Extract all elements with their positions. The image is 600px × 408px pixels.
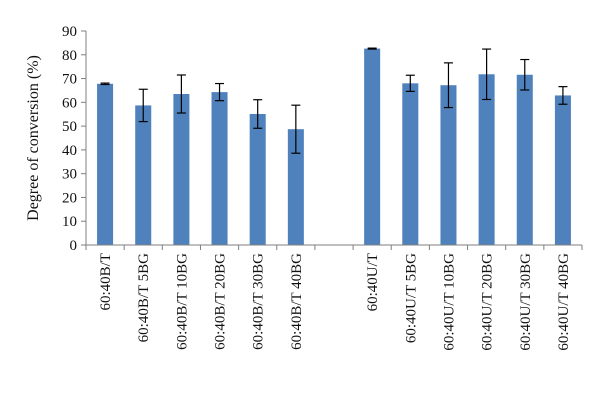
y-tick-label: 80 — [62, 48, 77, 64]
bar — [173, 94, 190, 245]
bar — [516, 74, 533, 245]
x-axis: 60:40B/T 60:40B/T 5BG 60:40B/T 10BG 60:40B/… — [85, 244, 583, 351]
y-tick-label: 20 — [62, 190, 77, 206]
x-category-label: 60:40B/T 20BG — [213, 253, 229, 350]
bar — [97, 83, 114, 245]
bar — [478, 74, 495, 245]
bar — [440, 85, 457, 245]
y-axis: 0 10 20 30 40 50 60 70 80 90 — [62, 24, 87, 254]
x-category-label: 60:40U/T 40BG — [556, 253, 572, 351]
bar — [135, 105, 152, 246]
y-tick-label: 60 — [62, 95, 77, 111]
x-category-label: 60:40U/T 30BG — [518, 253, 534, 351]
bar — [249, 113, 266, 246]
bar — [554, 95, 571, 245]
x-category-label: 60:40U/T 20BG — [480, 253, 496, 351]
bar — [364, 48, 381, 246]
y-axis-title: Degree of conversion (%) — [25, 55, 42, 221]
x-category-label: 60:40B/T 40BG — [289, 253, 305, 350]
x-category-label: 60:40B/T — [98, 253, 114, 311]
bar — [287, 129, 304, 245]
x-category-label: 60:40U/T — [365, 253, 381, 311]
y-tick-label: 90 — [62, 24, 77, 40]
x-category-label: 60:40B/T 30BG — [251, 253, 267, 350]
y-tick-label: 10 — [62, 214, 77, 230]
y-tick-label: 70 — [62, 72, 77, 88]
y-tick-label: 0 — [70, 238, 78, 254]
bars — [97, 47, 571, 246]
y-tick-label: 40 — [62, 143, 77, 159]
bar — [211, 92, 228, 245]
y-tick-label: 30 — [62, 167, 77, 183]
x-category-label: 60:40U/T 5BG — [403, 253, 419, 343]
x-category-label: 60:40U/T 10BG — [441, 253, 457, 351]
x-category-label: 60:40B/T 5BG — [136, 253, 152, 342]
bar — [402, 83, 419, 245]
x-category-label: 60:40B/T 10BG — [174, 253, 190, 350]
y-tick-label: 50 — [62, 119, 77, 135]
